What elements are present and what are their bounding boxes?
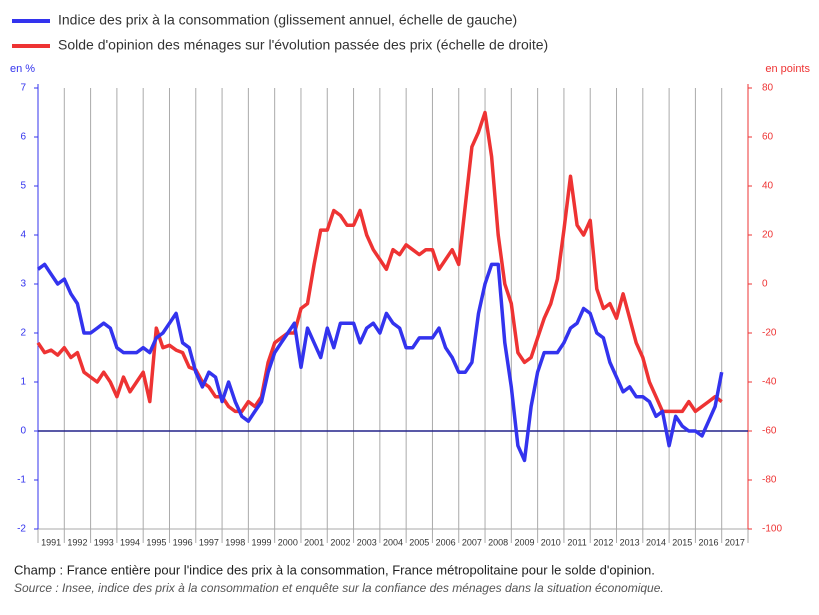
x-tick-label: 2007 bbox=[462, 537, 482, 547]
x-tick-label: 1995 bbox=[146, 537, 166, 547]
y-tick-label: 4 bbox=[20, 230, 26, 241]
y2-tick-label: -80 bbox=[762, 475, 777, 486]
x-tick-label: 2001 bbox=[304, 537, 324, 547]
y-tick-label: 1 bbox=[20, 377, 26, 388]
y2-tick-label: -100 bbox=[762, 524, 782, 535]
y2-tick-label: -20 bbox=[762, 328, 777, 339]
x-tick-label: 2005 bbox=[409, 537, 429, 547]
x-tick-label: 2017 bbox=[725, 537, 745, 547]
y-tick-label: 5 bbox=[20, 181, 26, 192]
x-tick-label: 2012 bbox=[593, 537, 613, 547]
y-tick-label: -2 bbox=[17, 524, 26, 535]
note: Champ : France entière pour l'indice des… bbox=[14, 562, 655, 577]
y-tick-label: 6 bbox=[20, 132, 26, 143]
x-tick-label: 2006 bbox=[436, 537, 456, 547]
y-tick-label: -1 bbox=[17, 475, 26, 486]
y2-tick-label: 20 bbox=[762, 230, 774, 241]
y-axis-label: en % bbox=[10, 63, 35, 75]
x-tick-label: 2013 bbox=[620, 537, 640, 547]
x-tick-label: 1993 bbox=[94, 537, 114, 547]
x-tick-label: 1996 bbox=[173, 537, 193, 547]
x-tick-label: 2015 bbox=[672, 537, 692, 547]
x-tick-label: 2010 bbox=[541, 537, 561, 547]
y-tick-label: 0 bbox=[20, 426, 26, 437]
x-tick-label: 1994 bbox=[120, 537, 140, 547]
series-line bbox=[36, 110, 723, 414]
y2-axis-label: en points bbox=[765, 63, 810, 75]
x-tick-label: 2003 bbox=[357, 537, 377, 547]
y-tick-label: 7 bbox=[20, 83, 26, 94]
x-tick-label: 2009 bbox=[514, 537, 534, 547]
x-tick-label: 1992 bbox=[67, 537, 87, 547]
x-tick-label: 2014 bbox=[646, 537, 666, 547]
y2-tick-label: 80 bbox=[762, 83, 774, 94]
series-line bbox=[36, 262, 724, 463]
note: Source : Insee, indice des prix à la con… bbox=[14, 581, 664, 595]
x-tick-label: 2004 bbox=[383, 537, 403, 547]
y2-tick-label: 40 bbox=[762, 181, 774, 192]
y2-tick-label: 60 bbox=[762, 132, 774, 143]
x-tick-label: 2008 bbox=[488, 537, 508, 547]
legend-label: Indice des prix à la consommation (gliss… bbox=[58, 12, 517, 28]
x-tick-label: 2002 bbox=[330, 537, 350, 547]
y2-tick-label: -60 bbox=[762, 426, 777, 437]
y-tick-label: 2 bbox=[20, 328, 26, 339]
legend-label: Solde d'opinion des ménages sur l'évolut… bbox=[58, 37, 548, 53]
x-tick-label: 2000 bbox=[278, 537, 298, 547]
x-tick-label: 1991 bbox=[41, 537, 61, 547]
y-tick-label: 3 bbox=[20, 279, 26, 290]
x-tick-label: 2011 bbox=[567, 537, 586, 547]
x-tick-label: 2016 bbox=[699, 537, 719, 547]
x-tick-label: 1999 bbox=[252, 537, 272, 547]
y2-tick-label: -40 bbox=[762, 377, 777, 388]
y2-tick-label: 0 bbox=[762, 279, 768, 290]
x-tick-label: 1998 bbox=[225, 537, 245, 547]
x-tick-label: 1997 bbox=[199, 537, 219, 547]
